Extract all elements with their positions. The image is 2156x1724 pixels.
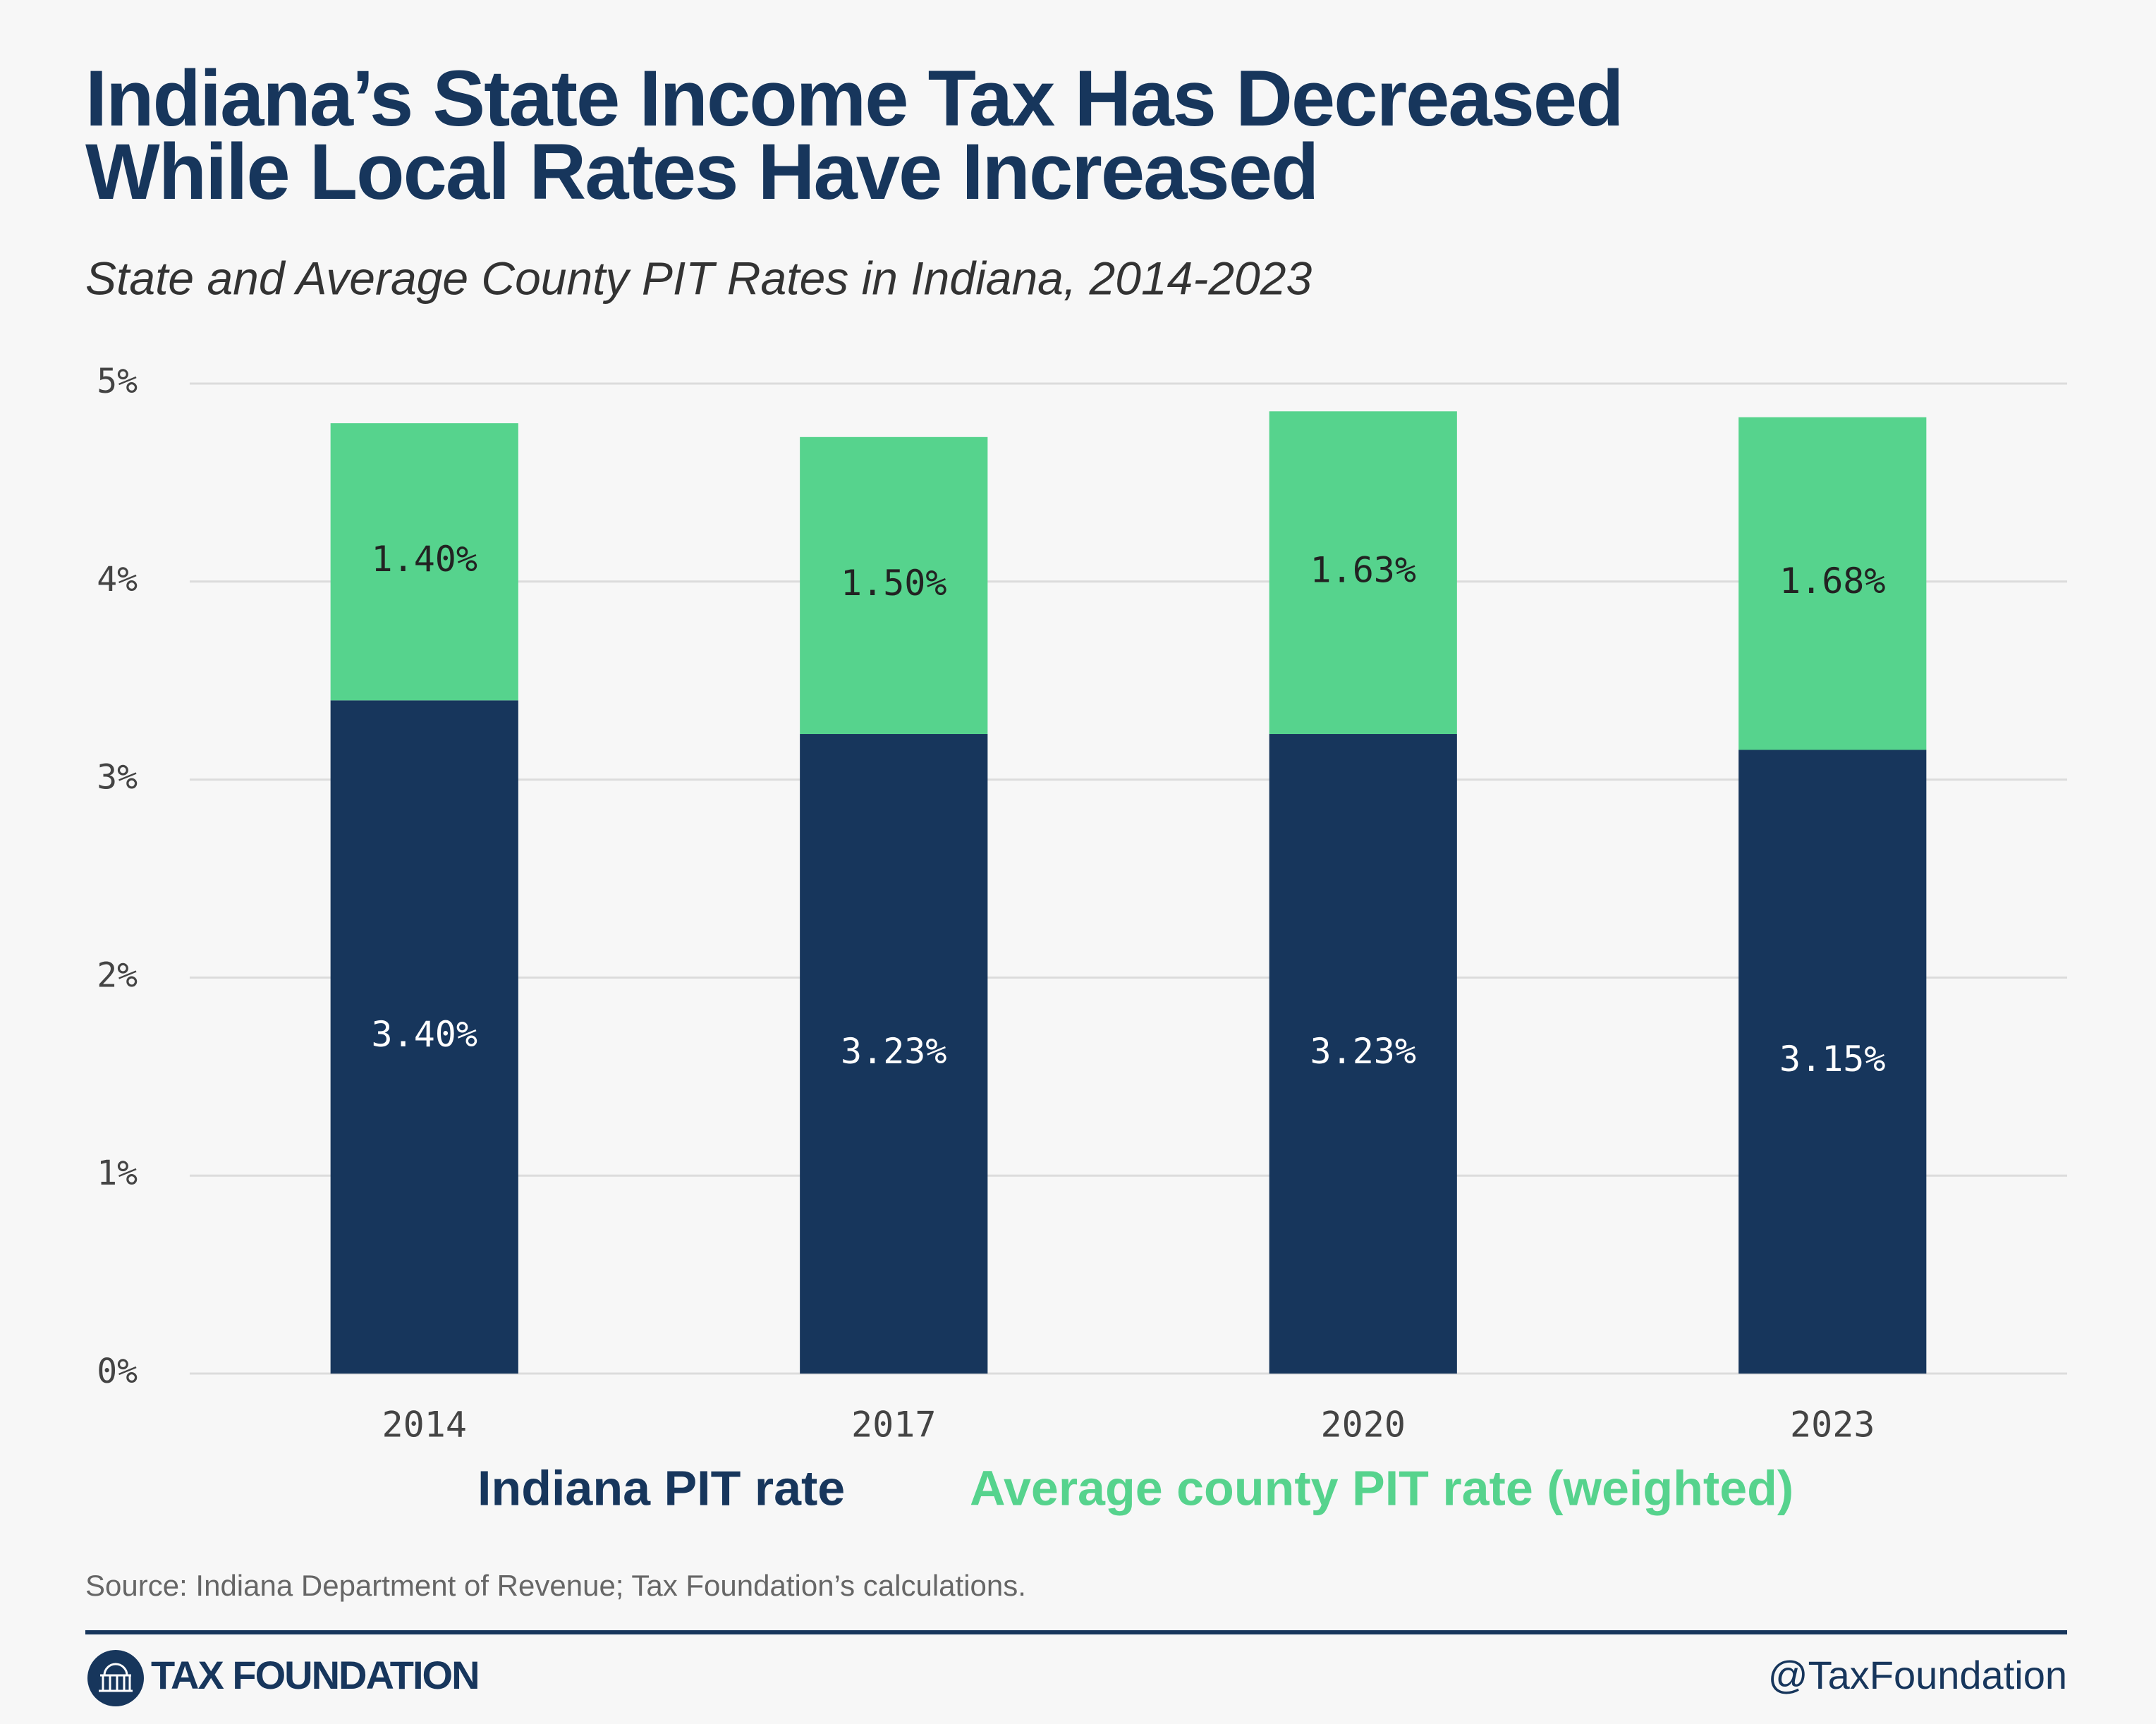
y-tick-label: 4%: [97, 560, 138, 599]
legend-label: Indiana PIT rate: [477, 1460, 845, 1515]
x-tick-label: 2017: [851, 1405, 936, 1445]
bar-segment: [1738, 417, 1927, 750]
bar-segment: [1269, 734, 1457, 1374]
bar-segment: [1269, 411, 1457, 735]
value-label: 3.40%: [371, 1014, 477, 1055]
source-note: Source: Indiana Department of Revenue; T…: [85, 1569, 1026, 1602]
y-tick-label: 2%: [97, 955, 138, 995]
y-tick-label: 5%: [97, 362, 138, 401]
value-label: 1.68%: [1779, 561, 1886, 601]
value-label: 1.63%: [1310, 550, 1416, 591]
logo-icon: [99, 1663, 133, 1692]
y-tick-label: 0%: [97, 1352, 138, 1391]
value-label: 3.23%: [841, 1031, 947, 1072]
x-tick-label: 2023: [1790, 1405, 1875, 1445]
value-label: 3.23%: [1310, 1031, 1416, 1072]
chart-subtitle: State and Average County PIT Rates in In…: [85, 252, 1312, 304]
value-label: 1.50%: [841, 563, 947, 604]
x-tick-label: 2020: [1321, 1405, 1406, 1445]
bar-segment: [330, 700, 518, 1374]
brand: TAX FOUNDATION: [151, 1653, 479, 1697]
y-tick-label: 3%: [97, 758, 138, 797]
x-tick-label: 2014: [382, 1405, 467, 1445]
bar-segment: [1738, 750, 1927, 1374]
legend-label: Average county PIT rate (weighted): [970, 1460, 1793, 1515]
social-handle: @TaxFoundation: [1768, 1653, 2067, 1697]
y-tick-label: 1%: [97, 1154, 138, 1193]
bar-segment: [800, 734, 988, 1374]
logo: [87, 1650, 144, 1706]
value-label: 3.15%: [1779, 1039, 1886, 1080]
chart-title: Indiana’s State Income Tax Has Decreased…: [85, 54, 1624, 216]
value-label: 1.40%: [371, 539, 477, 580]
bar-segment: [330, 423, 518, 701]
bar-segment: [800, 436, 988, 735]
